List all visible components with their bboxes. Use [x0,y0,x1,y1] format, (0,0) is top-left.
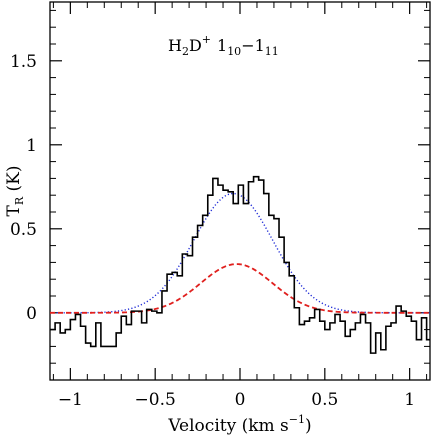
plot-frame [49,1,431,381]
annotation-molecule-sub: 2 [182,45,189,58]
x-tick-label: 0 [235,390,246,410]
annotation-level2-sub: 11 [265,45,279,58]
x-tick-label: 0.5 [311,390,338,410]
x-axis-title: Velocity (km s−1) [167,413,311,436]
x-tick-label: −1 [58,390,83,410]
y-tick-label: 1 [26,136,37,156]
annotation-level1: 1 [217,36,227,55]
annotation-level2: 1 [255,36,265,55]
x-axis-title-close: ) [305,416,312,436]
annotation-dash: − [241,36,254,55]
annotation-level1-sub: 10 [227,45,241,58]
annotation-molecule-d: D [189,36,202,55]
y-tick-label: 0.5 [10,220,37,240]
x-tick-label: 1 [404,390,415,410]
y-axis-title-unit: (K) [4,165,24,196]
x-axis-title-text: Velocity (km s [167,416,288,436]
gaussian-fit-dashed [50,263,430,314]
gaussian-fit-dotted [50,192,430,314]
series-layer [50,175,430,354]
y-axis-title-sub: R [13,196,26,205]
spectrum-step-line [50,175,430,354]
y-axis-title: TR (K) [4,165,26,216]
x-axis-title-exponent: −1 [289,413,305,426]
annotation-molecule-sup: + [202,33,211,46]
chart-annotation: H2D+ 110−111 [168,33,279,58]
x-tick-label: −0.5 [135,390,176,410]
y-axis-title-main: T [4,205,24,217]
axis-ticks: −1 −0.5 0 0.5 100.511.5 [10,2,430,410]
y-tick-label: 1.5 [10,52,37,72]
y-tick-label: 0 [26,304,37,324]
annotation-molecule-h: H [168,36,182,55]
